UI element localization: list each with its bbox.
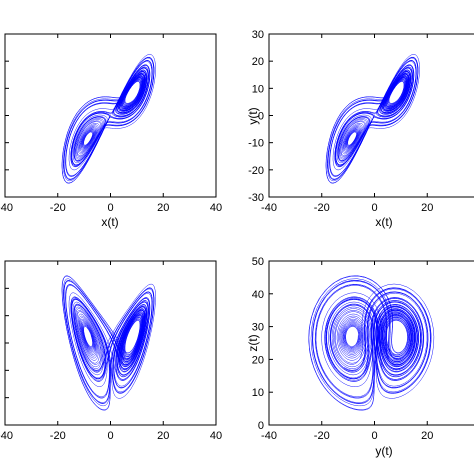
y-tick-label: 30 bbox=[252, 322, 264, 334]
x-tick-label: 0 bbox=[371, 202, 377, 214]
attractor-trajectory bbox=[325, 54, 420, 184]
x-tick-label: -20 bbox=[314, 202, 330, 214]
panel-top-left: -40 -20 0 20 40 x(t) bbox=[0, 33, 222, 229]
x-tick-label: -40 bbox=[261, 202, 277, 214]
x-tick-label: 20 bbox=[157, 430, 169, 442]
x-tick-label: 0 bbox=[371, 430, 377, 442]
x-tick-label: -40 bbox=[261, 430, 277, 442]
x-tick-label: 40 bbox=[210, 430, 222, 442]
y-tick-label: 10 bbox=[252, 387, 264, 399]
y-tick-label: -10 bbox=[248, 138, 264, 150]
y-tick-label: 40 bbox=[252, 289, 264, 301]
y-tick-label: -30 bbox=[248, 192, 264, 204]
x-tick-label: 40 bbox=[210, 202, 222, 214]
x-tick-label: -20 bbox=[50, 430, 66, 442]
y-tick-label: 30 bbox=[252, 29, 264, 41]
trajectory-line bbox=[325, 54, 420, 184]
x-tick-label: -40 bbox=[0, 202, 13, 214]
attractor-trajectory bbox=[61, 54, 156, 184]
y-tick-label: 50 bbox=[252, 256, 264, 268]
attractor-trajectory bbox=[308, 275, 435, 411]
x-tick-label: 0 bbox=[107, 430, 113, 442]
x-tick-label: 20 bbox=[157, 202, 169, 214]
tick-group: -40 -20 0 20 40 bbox=[0, 261, 222, 442]
x-axis-label: y(t) bbox=[375, 444, 392, 458]
trajectory-line bbox=[308, 275, 435, 411]
y-axis-label: z(t) bbox=[246, 334, 260, 351]
y-tick-label: 0 bbox=[258, 111, 264, 123]
x-axis-label: x(t) bbox=[375, 215, 392, 229]
y-tick-label: -20 bbox=[248, 165, 264, 177]
x-tick-label: -20 bbox=[50, 202, 66, 214]
x-tick-label: -40 bbox=[0, 430, 13, 442]
trajectory-line bbox=[61, 275, 156, 411]
x-tick-label: -20 bbox=[314, 430, 330, 442]
y-tick-label: 20 bbox=[252, 56, 264, 68]
x-tick-label: 20 bbox=[421, 430, 433, 442]
panel-bottom-right: -40-200204001020304050 y(t) z(t) bbox=[246, 256, 474, 458]
x-axis-label: x(t) bbox=[101, 215, 118, 229]
x-tick-label: 0 bbox=[107, 202, 113, 214]
y-tick-label: 20 bbox=[252, 354, 264, 366]
trajectory-line bbox=[61, 54, 156, 184]
y-axis-label: y(t) bbox=[246, 107, 260, 124]
attractor-trajectory bbox=[61, 275, 156, 411]
y-tick-label: 0 bbox=[258, 420, 264, 432]
y-tick-label: 10 bbox=[252, 83, 264, 95]
plot-frame bbox=[268, 33, 474, 198]
x-tick-label: 20 bbox=[421, 202, 433, 214]
tick-group: -40 -20 0 20 40 bbox=[0, 34, 222, 214]
panel-bottom-left: -40 -20 0 20 40 bbox=[0, 260, 222, 442]
tick-group: -40-200204001020304050 bbox=[252, 256, 474, 442]
